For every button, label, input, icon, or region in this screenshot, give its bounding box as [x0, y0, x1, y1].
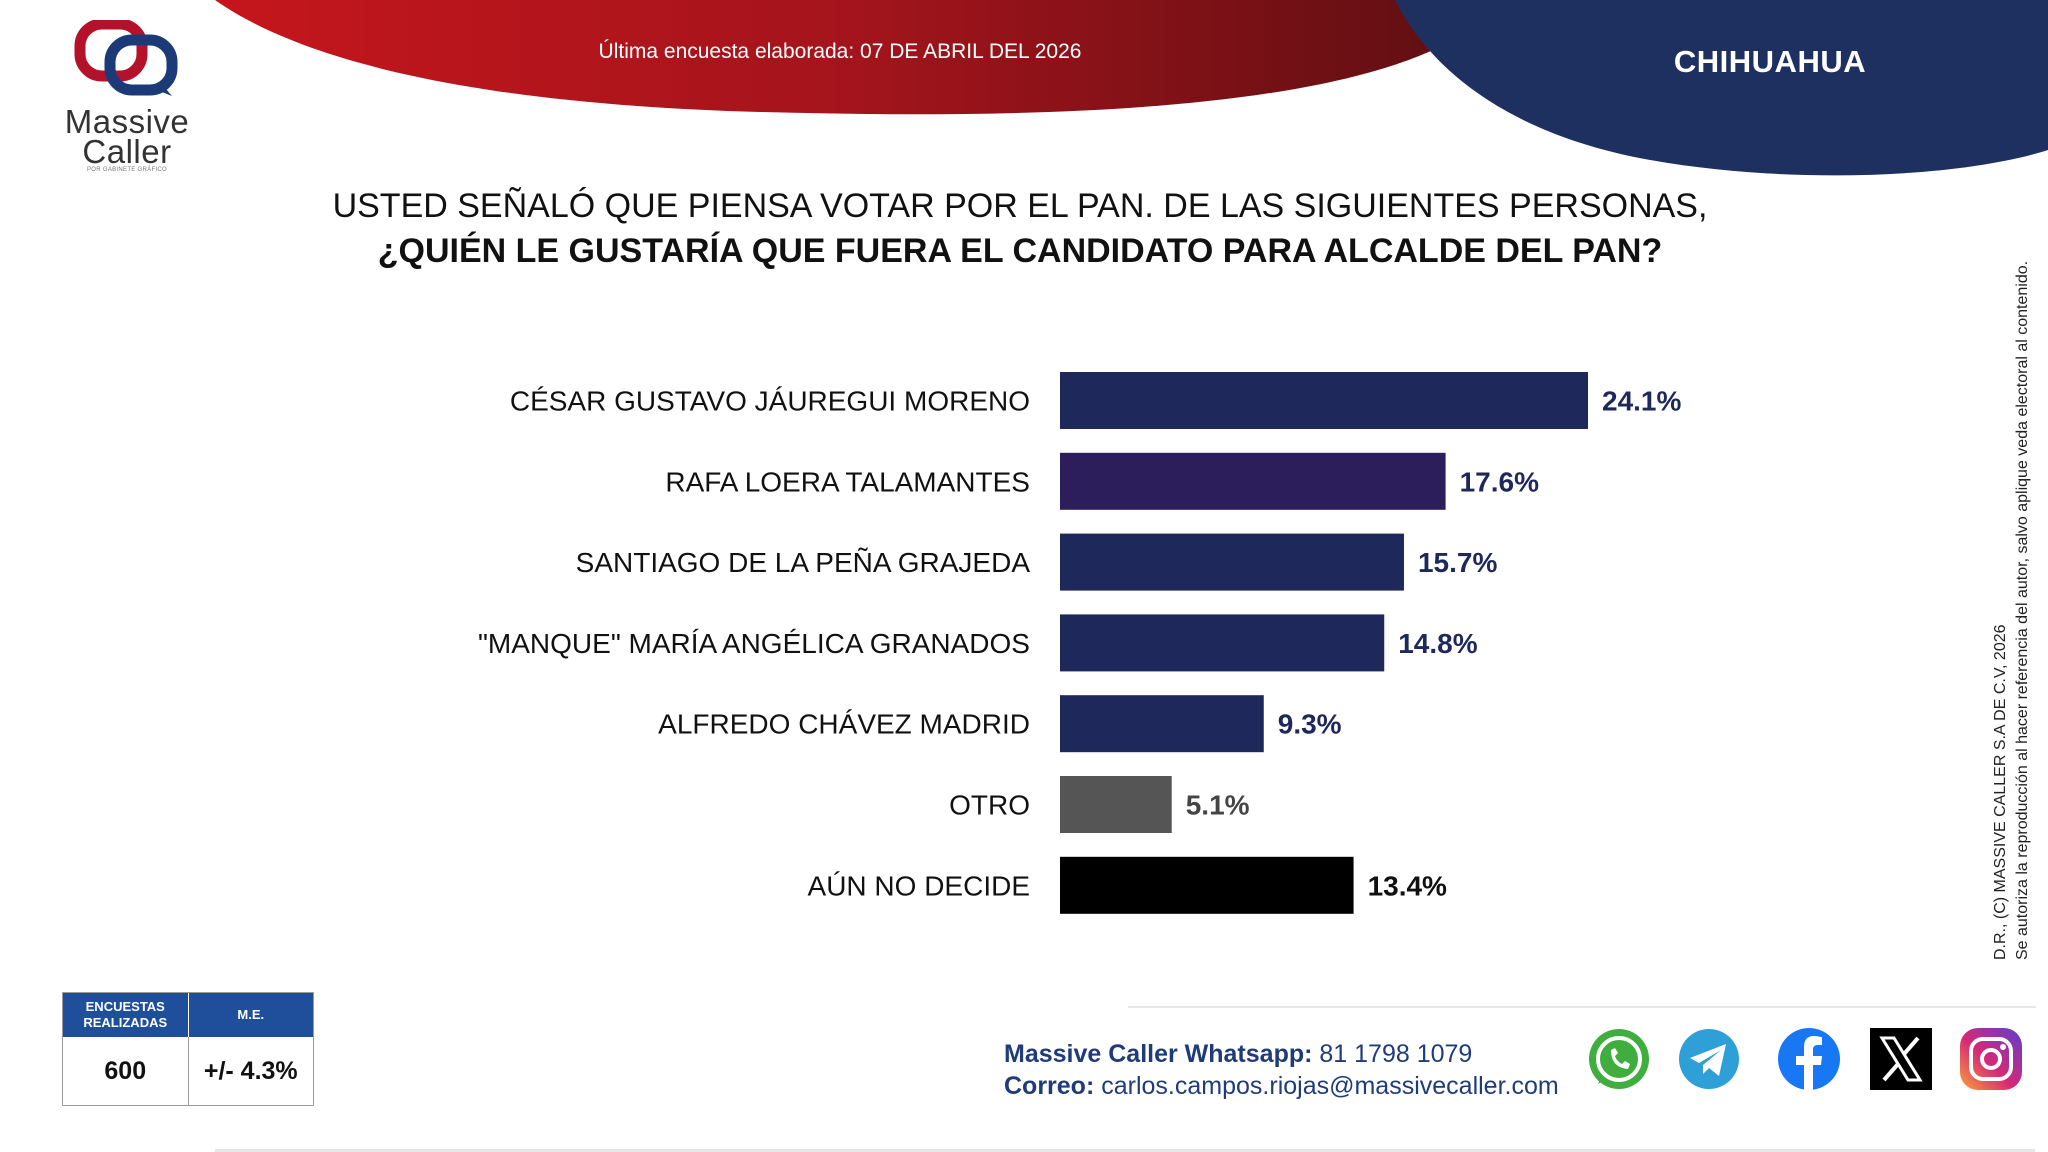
value-label: 5.1%	[1186, 790, 1250, 821]
category-label: "MANQUE" MARÍA ANGÉLICA GRANADOS	[478, 628, 1030, 659]
category-label: RAFA LOERA TALAMANTES	[665, 466, 1030, 497]
bar	[1060, 372, 1588, 429]
copyright-notice: D.R., (C) MASSIVE CALLER S.A DE C.V, 202…	[1990, 261, 2034, 960]
facebook-icon[interactable]	[1774, 1024, 1844, 1094]
x-twitter-icon[interactable]	[1866, 1024, 1936, 1094]
contact-email: Correo: carlos.campos.riojas@massivecall…	[1004, 1070, 1559, 1102]
value-label: 17.6%	[1460, 466, 1539, 497]
instagram-icon[interactable]	[1956, 1024, 2026, 1094]
value-label: 9.3%	[1278, 709, 1342, 740]
state-label: CHIHUAHUA	[1673, 44, 1867, 79]
question-line-1: USTED SEÑALÓ QUE PIENSA VOTAR POR EL PAN…	[332, 187, 1708, 225]
whatsapp-icon[interactable]	[1584, 1024, 1654, 1094]
logo-word-caller: Caller	[82, 133, 172, 170]
survey-date: Última encuesta elaborada: 07 DE ABRIL D…	[598, 40, 1082, 63]
email-address[interactable]: carlos.campos.riojas@massivecaller.com	[1101, 1072, 1559, 1100]
copyright-line-1: D.R., (C) MASSIVE CALLER S.A DE C.V, 202…	[1992, 624, 2009, 960]
category-label: SANTIAGO DE LA PEÑA GRAJEDA	[576, 547, 1031, 578]
value-label: 15.7%	[1418, 547, 1497, 578]
footer-divider	[1128, 1006, 2036, 1008]
stats-header-sample: ENCUESTAS REALIZADAS	[63, 993, 189, 1037]
bar	[1060, 533, 1404, 591]
value-label: 24.1%	[1602, 386, 1681, 417]
whatsapp-number[interactable]: 81 1798 1079	[1319, 1040, 1473, 1068]
logo-tagline: POR GABINETE GRÁFICO	[86, 167, 167, 173]
stats-margin-value: +/- 4.3%	[203, 1056, 298, 1085]
category-label: CÉSAR GUSTAVO JÁUREGUI MORENO	[510, 386, 1030, 417]
copyright-line-2: Se autoriza la reproducción al hacer ref…	[2014, 260, 2031, 960]
bar	[1060, 614, 1385, 672]
survey-stats-table: ENCUESTAS REALIZADAS M.E. 600 +/- 4.3%	[62, 992, 314, 1106]
telegram-icon[interactable]	[1674, 1024, 1744, 1094]
value-label: 13.4%	[1368, 870, 1447, 901]
stats-header-margin: M.E.	[237, 1007, 265, 1022]
contact-info: Massive Caller Whatsapp: 81 1798 1079 Co…	[1004, 1038, 1559, 1102]
whatsapp-label: Massive Caller Whatsapp:	[1004, 1040, 1313, 1068]
header-red-shape	[215, 0, 1470, 115]
question-line-2: ¿QUIÉN LE GUSTARÍA QUE FUERA EL CANDIDAT…	[377, 232, 1663, 270]
category-label: ALFREDO CHÁVEZ MADRID	[658, 709, 1030, 740]
bar	[1060, 695, 1264, 753]
logo-speech-bubbles-icon	[74, 18, 178, 96]
category-label: OTRO	[949, 790, 1030, 821]
header-blue-shape	[1395, 0, 2048, 176]
bottom-divider	[215, 1149, 2035, 1152]
stats-sample-value: 600	[63, 1037, 189, 1105]
contact-whatsapp: Massive Caller Whatsapp: 81 1798 1079	[1004, 1038, 1559, 1070]
bar	[1060, 776, 1172, 833]
email-label: Correo:	[1004, 1072, 1095, 1100]
value-label: 14.8%	[1398, 628, 1477, 659]
bar	[1060, 452, 1446, 510]
header-banner	[215, 0, 2048, 176]
logo-word-massive: Massive	[64, 103, 190, 140]
massive-caller-logo: Massive Caller POR GABINETE GRÁFICO	[52, 18, 202, 173]
bar	[1060, 856, 1354, 914]
category-label: AÚN NO DECIDE	[808, 870, 1030, 901]
